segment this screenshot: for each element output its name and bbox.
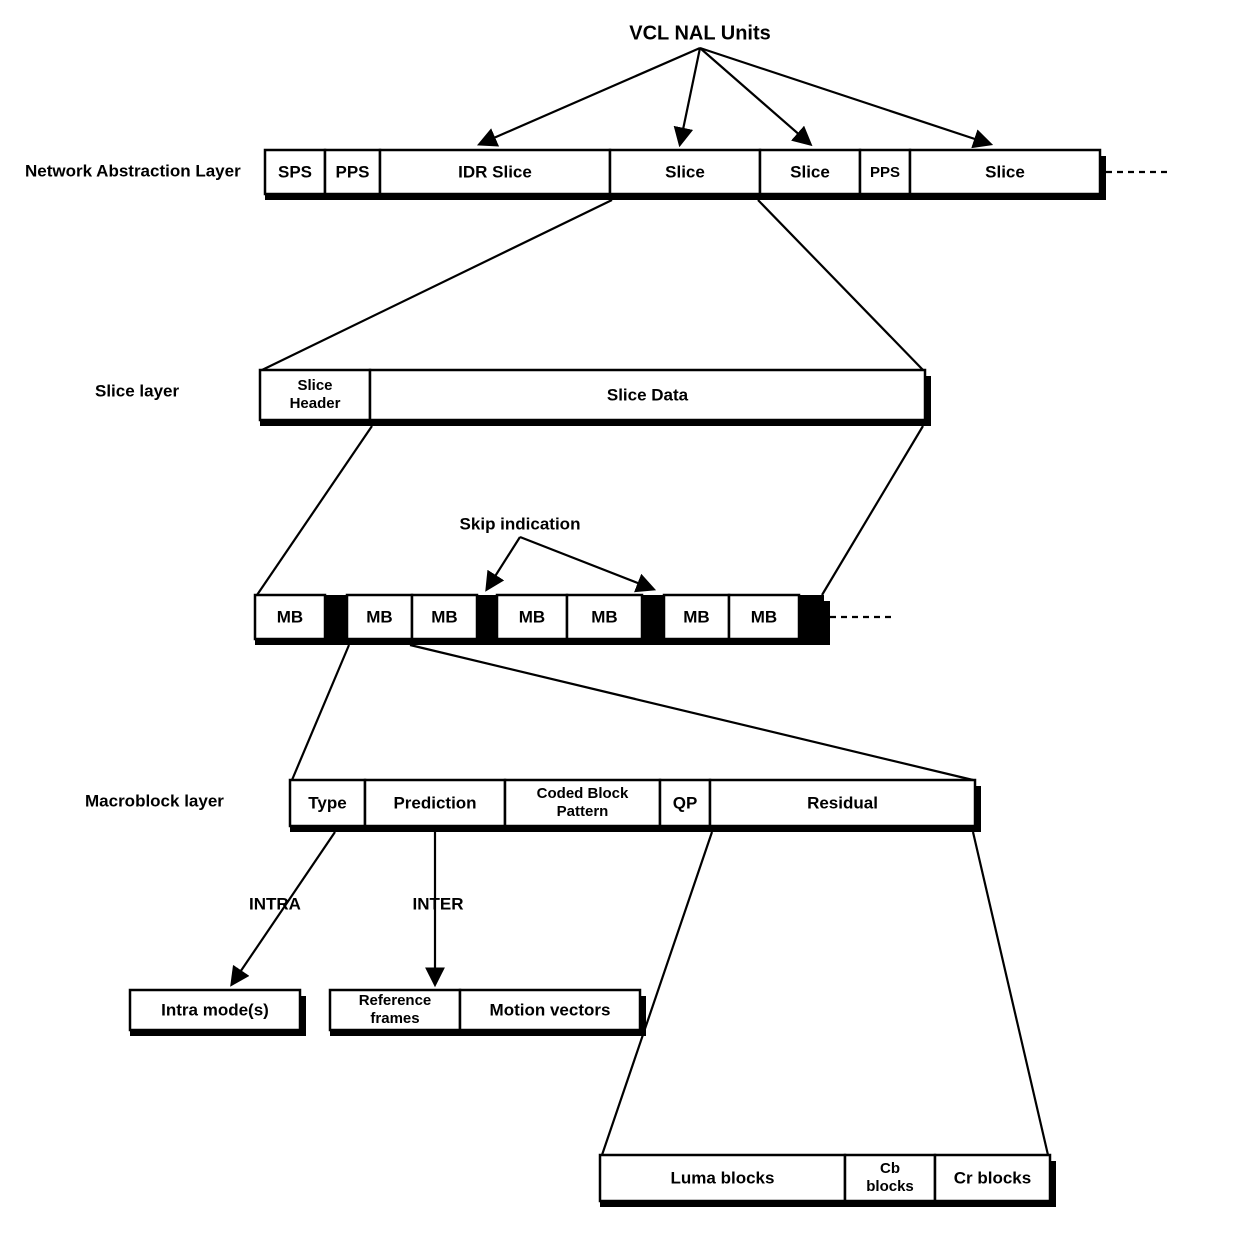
svg-text:Slice: Slice: [297, 377, 332, 394]
svg-text:PPS: PPS: [335, 162, 369, 181]
svg-text:Type: Type: [308, 793, 346, 812]
svg-text:MB: MB: [431, 607, 457, 626]
svg-text:Slice Data: Slice Data: [607, 385, 689, 404]
svg-text:MB: MB: [366, 607, 392, 626]
svg-text:Slice: Slice: [985, 162, 1025, 181]
svg-text:Luma blocks: Luma blocks: [671, 1168, 775, 1187]
svg-text:Macroblock layer: Macroblock layer: [85, 791, 224, 810]
h264-syntax-diagram: VCL NAL Units Network Abstraction Layer SP…: [0, 0, 1240, 1254]
svg-text:INTER: INTER: [413, 894, 464, 913]
svg-text:Slice layer: Slice layer: [95, 381, 180, 400]
svg-text:VCL NAL Units: VCL NAL Units: [629, 22, 771, 44]
svg-text:Slice: Slice: [665, 162, 705, 181]
svg-text:Reference: Reference: [359, 992, 432, 1009]
svg-text:MB: MB: [519, 607, 545, 626]
svg-text:IDR Slice: IDR Slice: [458, 162, 532, 181]
svg-text:MB: MB: [277, 607, 303, 626]
svg-text:Residual: Residual: [807, 793, 878, 812]
svg-text:SPS: SPS: [278, 162, 312, 181]
svg-text:Network Abstraction Layer: Network Abstraction Layer: [25, 161, 241, 180]
svg-text:Header: Header: [290, 395, 341, 412]
svg-text:MB: MB: [591, 607, 617, 626]
svg-text:Pattern: Pattern: [557, 803, 609, 820]
svg-text:blocks: blocks: [866, 1178, 914, 1195]
svg-text:MB: MB: [683, 607, 709, 626]
svg-text:Skip indication: Skip indication: [460, 514, 581, 533]
svg-text:MB: MB: [751, 607, 777, 626]
svg-text:Slice: Slice: [790, 162, 830, 181]
svg-text:Coded Block: Coded Block: [537, 785, 629, 802]
svg-text:QP: QP: [673, 793, 698, 812]
svg-text:Cb: Cb: [880, 1160, 900, 1177]
diagram-root: VCL NAL Units Network Abstraction Layer SP…: [25, 22, 1170, 1207]
svg-text:Cr blocks: Cr blocks: [954, 1168, 1031, 1187]
svg-text:PPS: PPS: [870, 164, 900, 181]
svg-text:Prediction: Prediction: [393, 793, 476, 812]
svg-text:frames: frames: [370, 1010, 419, 1027]
svg-text:Intra mode(s): Intra mode(s): [161, 1000, 269, 1019]
svg-text:Motion vectors: Motion vectors: [490, 1000, 611, 1019]
svg-text:INTRA: INTRA: [249, 894, 301, 913]
